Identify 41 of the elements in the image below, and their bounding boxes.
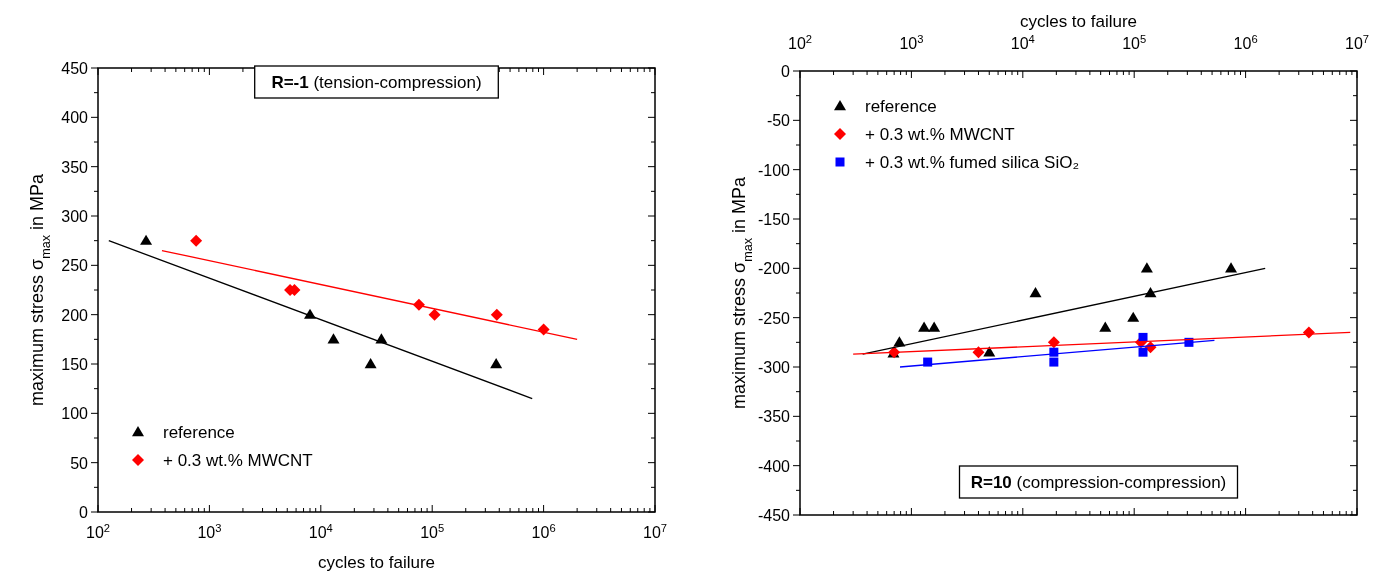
legend-label: reference [865, 97, 937, 116]
y-tick-label: -100 [757, 161, 791, 179]
y-tick-label: -200 [757, 260, 791, 278]
y-tick-label: -300 [757, 359, 791, 376]
y-tick-label: -450 [757, 507, 791, 524]
y-tick-label: 50 [70, 454, 89, 472]
x-tick-label: 10$^{2}$ [787, 33, 813, 52]
y-tick-label: 400 [61, 109, 89, 127]
y-tick-label: 150 [61, 356, 89, 373]
x-tick-label: 10$^{5}$ [1122, 33, 1147, 52]
y-tick-label: 450 [61, 60, 89, 77]
x-tick-label: 10$^{2}$ [85, 522, 111, 541]
annotation: R=10 (compression-compression) [970, 473, 1227, 492]
y-tick-label: 0 [781, 63, 791, 80]
annotation: R=-1 (tension-compression) [271, 73, 482, 92]
y-tick-label: -400 [757, 457, 791, 475]
y-tick-label: 250 [61, 257, 89, 275]
legend-label: + 0.3 wt.% MWCNT [163, 451, 313, 470]
legend-label: + 0.3 wt.% MWCNT [865, 125, 1015, 144]
x-tick-label: 10$^{4}$ [308, 522, 333, 541]
y-tick-label: -350 [757, 408, 791, 426]
y-tick-label: 300 [61, 208, 89, 225]
x-tick-label: 10$^{7}$ [642, 522, 668, 541]
x-axis-title: cycles to failure [1019, 12, 1138, 31]
x-axis-title: cycles to failure [317, 553, 436, 572]
y-tick-label: -250 [757, 309, 791, 327]
x-tick-label: 10$^{5}$ [420, 522, 445, 541]
x-tick-label: 10$^{3}$ [899, 33, 924, 52]
x-tick-label: 10$^{6}$ [531, 522, 556, 541]
y-tick-label: 350 [61, 158, 89, 176]
legend-label: + 0.3 wt.% fumed silica SiO₂ [865, 153, 1079, 172]
y-tick-label: -150 [757, 211, 791, 228]
x-tick-label: 10$^{6}$ [1233, 33, 1258, 52]
y-tick-label: -50 [766, 112, 791, 130]
y-tick-label: 100 [61, 405, 89, 423]
x-tick-label: 10$^{7}$ [1344, 33, 1370, 52]
y-tick-label: 200 [61, 306, 89, 324]
y-tick-label: 0 [79, 504, 89, 521]
x-tick-label: 10$^{3}$ [197, 522, 222, 541]
legend-label: reference [163, 423, 235, 442]
x-tick-label: 10$^{4}$ [1010, 33, 1035, 52]
